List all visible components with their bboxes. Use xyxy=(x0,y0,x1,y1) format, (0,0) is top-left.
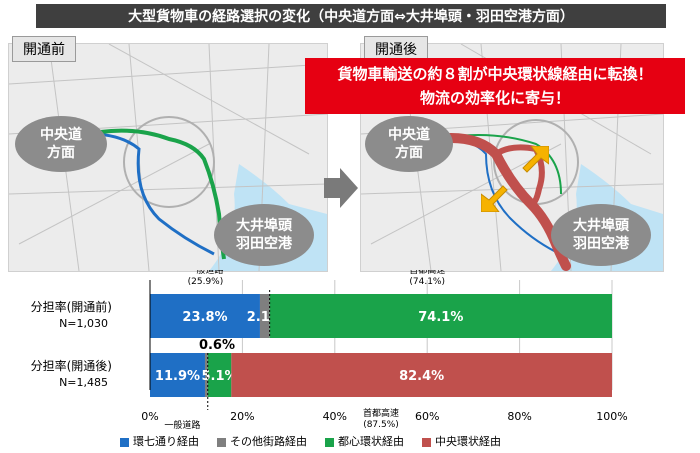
sample-size-label: N=1,485 xyxy=(59,376,108,389)
chart-legend: 環七通り経由 その他街路経由 都心環状経由 中央環状経由 xyxy=(120,433,501,449)
share-chart: 0% 20% 40% 60% 80% 100% 分担率(開通前) N=1,030 分担率(開通後… xyxy=(31,270,628,431)
data-label: 23.8% xyxy=(182,310,227,325)
legend-label: 中央環状経由 xyxy=(435,435,501,448)
annotation-label: 一般道路 xyxy=(187,270,223,276)
x-tick-label: 80% xyxy=(507,410,531,423)
bar-segment xyxy=(259,294,270,338)
legend-swatch xyxy=(217,437,226,447)
bar-segment xyxy=(231,353,612,397)
pointer-arrow-icon xyxy=(481,185,508,212)
tag-before: 開通前 xyxy=(12,36,76,62)
route-kan7 xyxy=(78,132,215,256)
legend-item: 環七通り経由 xyxy=(120,433,199,449)
bar-segment xyxy=(207,353,232,397)
data-label: 74.1% xyxy=(418,310,463,325)
map-before: 中央道 方面 大井埠頭 羽田空港 xyxy=(8,43,328,272)
legend-item: その他街路経由 xyxy=(217,433,307,449)
label-oi-before: 大井埠頭 羽田空港 xyxy=(214,204,314,266)
legend-item: 中央環状経由 xyxy=(422,433,501,449)
bar-segment xyxy=(204,353,208,397)
pointer-arrow-icon xyxy=(522,146,549,173)
annotation-label: (87.5%) xyxy=(363,420,399,430)
page-title: 大型貨物車の経路選択の変化（中央道方面⇔大井埠頭・羽田空港方面） xyxy=(36,4,666,28)
headline-banner: 貨物車輸送の約８割が中央環状線経由に転換！ 物流の効率化に寄与！ xyxy=(305,58,685,114)
data-label: 11.9% xyxy=(155,369,200,384)
annotation-label: 一般道路 xyxy=(164,419,200,431)
banner-line2: 物流の効率化に寄与！ xyxy=(419,89,570,107)
route-chuo-kanjo-upper xyxy=(494,144,545,207)
data-label: 82.4% xyxy=(399,369,444,384)
legend-swatch xyxy=(120,437,129,447)
label-chuo-before: 中央道 方面 xyxy=(15,116,107,172)
bar-segment xyxy=(150,353,205,397)
annotation-label: 首都高速 xyxy=(409,270,445,276)
legend-label: 都心環状経由 xyxy=(338,435,404,448)
x-tick-label: 20% xyxy=(230,410,254,423)
annotation-label: 首都高速 xyxy=(363,407,399,419)
label-oi-after: 大井埠頭 羽田空港 xyxy=(551,204,651,266)
category-label: 分担率(開通後) xyxy=(31,358,112,373)
legend-item: 都心環状経由 xyxy=(325,433,404,449)
x-tick-label: 0% xyxy=(141,410,158,423)
banner-line1: 貨物車輸送の約８割が中央環状線経由に転換！ xyxy=(337,65,653,83)
data-label: 5.1% xyxy=(201,369,237,384)
legend-label: その他街路経由 xyxy=(230,435,307,448)
label-chuo-after: 中央道 方面 xyxy=(365,116,453,172)
legend-label: 環七通り経由 xyxy=(133,435,199,448)
category-label: 分担率(開通前) xyxy=(31,299,112,314)
x-tick-label: 60% xyxy=(415,410,439,423)
x-tick-label: 40% xyxy=(323,410,347,423)
bar-segment xyxy=(269,294,612,338)
legend-swatch xyxy=(422,437,431,447)
sample-size-label: N=1,030 xyxy=(59,317,108,330)
annotation-label: (74.1%) xyxy=(409,277,445,287)
annotation-label: (25.9%) xyxy=(188,277,224,287)
bar-segment xyxy=(150,294,260,338)
transition-arrow-icon xyxy=(324,168,358,208)
legend-swatch xyxy=(325,437,334,447)
data-label: 0.6% xyxy=(199,338,235,353)
x-tick-label: 100% xyxy=(596,410,627,423)
